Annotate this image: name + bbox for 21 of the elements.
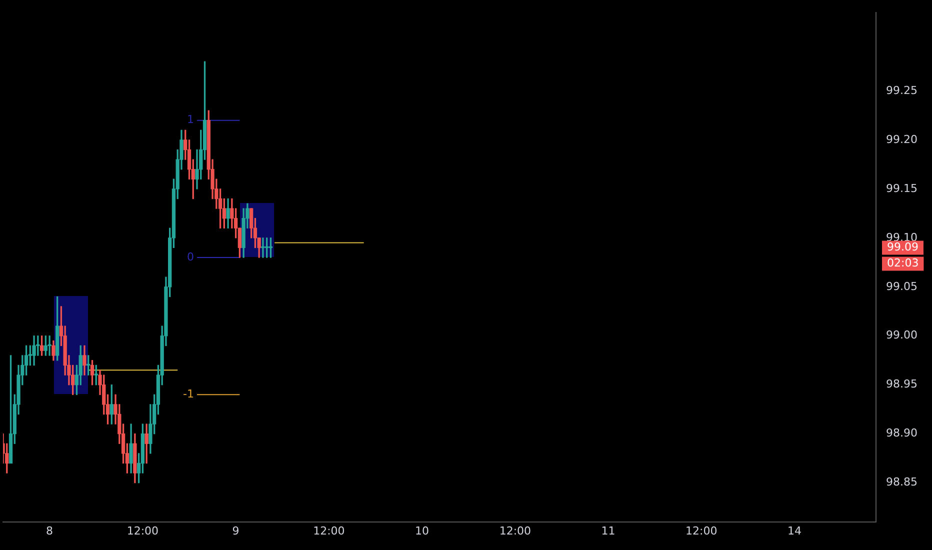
x-tick-label: 10 bbox=[415, 524, 430, 538]
y-tick-label: 98.85 bbox=[886, 476, 918, 489]
x-tick-label: 12:00 bbox=[499, 524, 532, 538]
series-label: 1 bbox=[187, 113, 194, 126]
series-label: 0 bbox=[187, 250, 194, 264]
x-tick-label: 11 bbox=[601, 524, 616, 538]
series-label: -1 bbox=[183, 388, 194, 401]
y-tick-label: 99.20 bbox=[886, 132, 918, 146]
x-tick-label: 8 bbox=[46, 524, 54, 538]
y-tick-label: 98.95 bbox=[886, 378, 918, 391]
x-tick-label: 12:00 bbox=[686, 524, 718, 538]
x-tick-label: 9 bbox=[232, 524, 240, 538]
x-tick-label: 14 bbox=[788, 524, 802, 538]
text: 02:03 bbox=[887, 256, 919, 270]
y-tick-label: 98.90 bbox=[886, 426, 918, 440]
y-tick-label: 99.05 bbox=[886, 280, 918, 293]
y-tick-label: 99.00 bbox=[886, 328, 918, 342]
x-tick-label: 12:00 bbox=[126, 524, 159, 538]
x-tick-label: 12:00 bbox=[313, 524, 345, 538]
y-tick-label: 99.25 bbox=[886, 84, 918, 97]
y-tick-label: 99.15 bbox=[886, 182, 918, 195]
